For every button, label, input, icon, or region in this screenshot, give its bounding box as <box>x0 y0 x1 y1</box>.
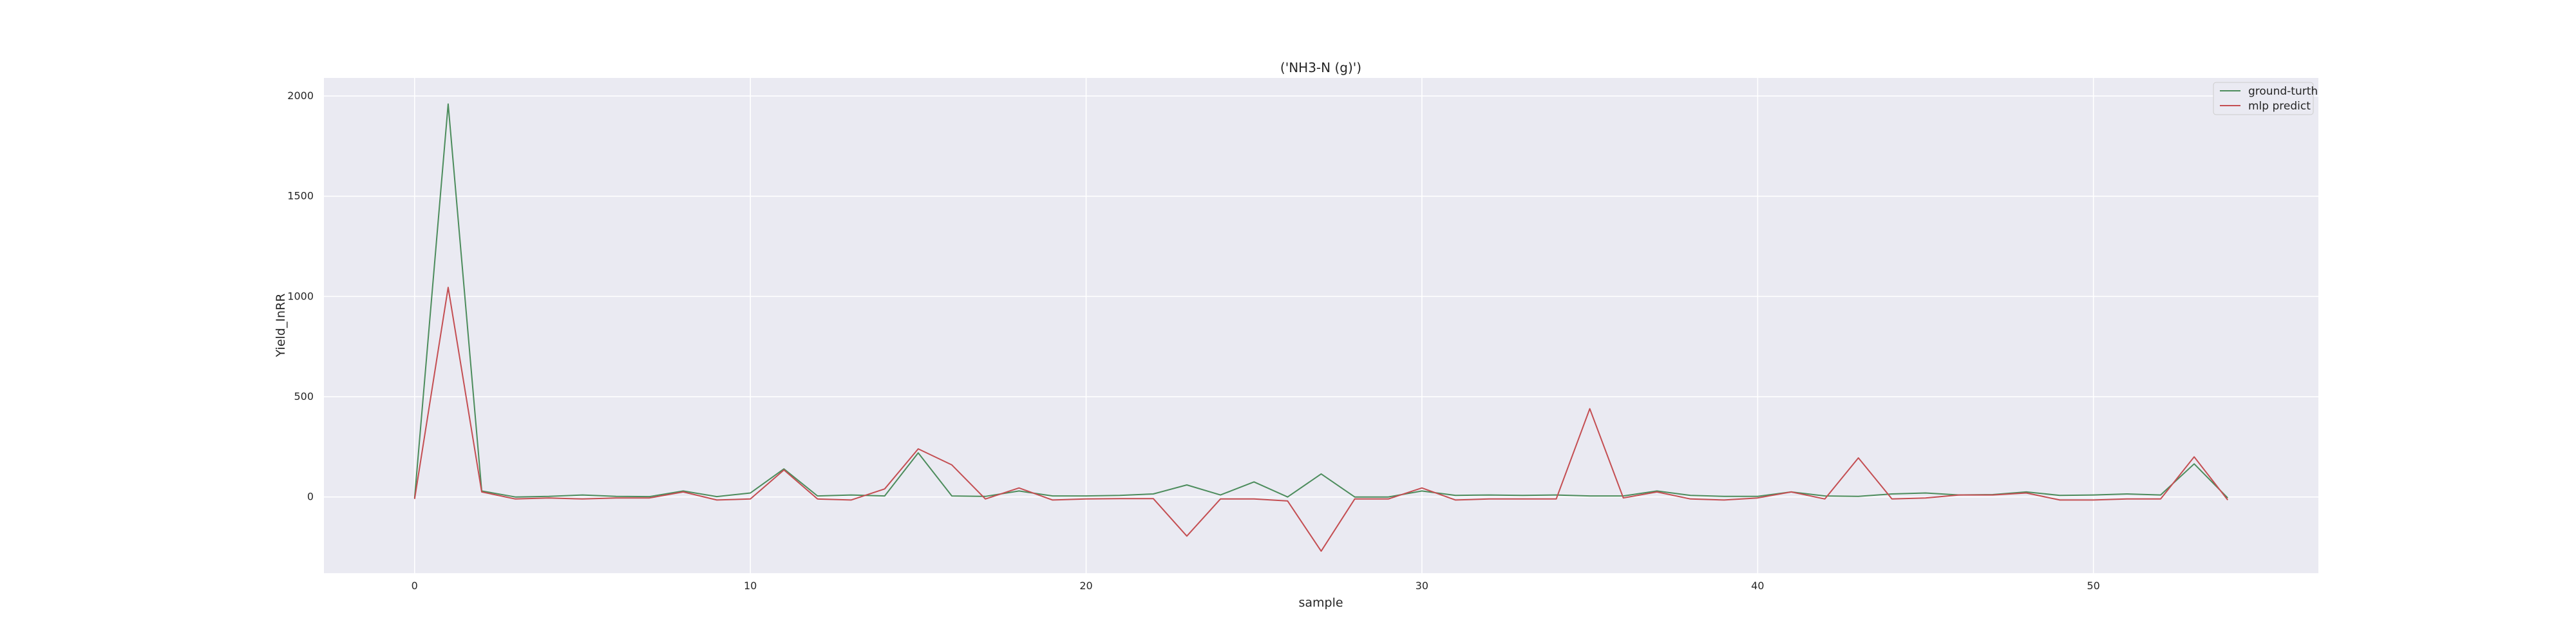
series-lines <box>413 103 2228 552</box>
legend-label-ground-turth: ground-turth <box>2248 85 2318 98</box>
series-line-ground-turth <box>413 103 2228 498</box>
x-tick-label: 40 <box>1751 580 1764 592</box>
y-tick-label: 2000 <box>287 90 314 102</box>
x-tick-label: 30 <box>1416 580 1428 592</box>
x-tick-label: 50 <box>2087 580 2099 592</box>
series-line-mlp-predict <box>413 287 2228 552</box>
chart-title: ('NH3-N (g)') <box>1280 60 1361 75</box>
y-axis-label: Yield_InRR <box>274 294 288 358</box>
x-axis-label: sample <box>1298 596 1343 610</box>
plot-background <box>324 78 2318 573</box>
y-tick-label: 1500 <box>287 190 314 202</box>
legend: ground-turth mlp predict <box>2213 82 2318 115</box>
y-tick-label: 500 <box>294 390 314 402</box>
y-tick-label: 0 <box>307 491 314 503</box>
x-tick-label: 0 <box>412 580 418 592</box>
legend-label-mlp-predict: mlp predict <box>2248 100 2311 113</box>
x-tick-label: 20 <box>1079 580 1092 592</box>
x-tick-label: 10 <box>744 580 757 592</box>
y-tick-label: 1000 <box>287 290 314 302</box>
